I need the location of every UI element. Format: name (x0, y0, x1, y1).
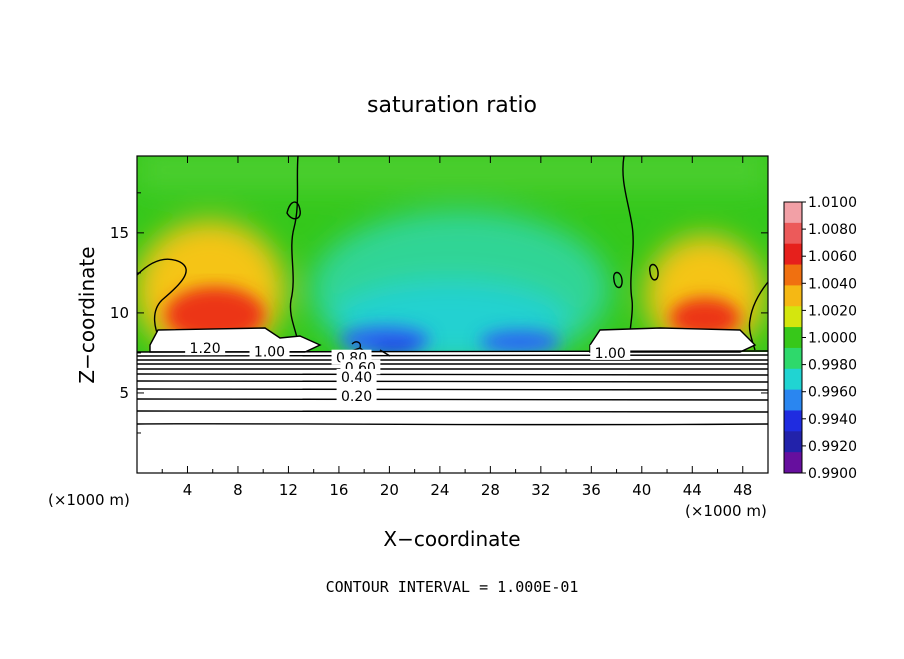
x-tick-label: 44 (683, 481, 702, 499)
contour-label: 0.20 (341, 389, 372, 405)
x-unit-label-right: (×1000 m) (685, 502, 767, 520)
x-tick-label: 36 (582, 481, 601, 499)
y-tick-label: 5 (119, 384, 129, 402)
colorbar-swatch (784, 265, 802, 286)
contour-label: 1.00 (595, 346, 626, 362)
colorbar-swatch (784, 202, 802, 223)
colorbar-swatch (784, 327, 802, 348)
x-axis-label: X−coordinate (383, 527, 520, 551)
contour-label: 1.20 (190, 341, 221, 357)
x-tick-label: 4 (183, 481, 193, 499)
colorbar-swatch (784, 390, 802, 411)
chart-title: saturation ratio (367, 93, 537, 118)
x-unit-label-left: (×1000 m) (48, 491, 130, 509)
contour-label: 1.00 (254, 344, 285, 360)
x-tick-label: 20 (380, 481, 399, 499)
colorbar-label: 0.9980 (808, 358, 857, 374)
x-tick-label: 16 (329, 481, 348, 499)
colorbar-label: 1.0060 (808, 249, 857, 265)
colorbar-label: 0.9900 (808, 466, 857, 482)
colorbar-label: 1.0000 (808, 331, 857, 347)
colorbar-swatch (784, 452, 802, 473)
colorbar-swatch (784, 410, 802, 431)
colorbar-swatch (784, 285, 802, 306)
colorbar-swatch (784, 431, 802, 452)
x-tick-label: 28 (481, 481, 500, 499)
contour-line-1 (137, 355, 768, 356)
contour-interval-note: CONTOUR INTERVAL = 1.000E-01 (326, 578, 579, 596)
colorbar-label: 0.9940 (808, 412, 857, 428)
colorbar-swatch (784, 244, 802, 265)
x-tick-label: 8 (233, 481, 243, 499)
x-tick-label: 32 (531, 481, 550, 499)
x-tick-label: 24 (430, 481, 449, 499)
colorbar-swatch (784, 369, 802, 390)
colorbar-label: 1.0020 (808, 303, 857, 319)
contour-line-top (137, 351, 768, 352)
colorbar-label: 0.9920 (808, 439, 857, 455)
x-tick-label: 40 (632, 481, 651, 499)
colorbar: 1.0100 1.0080 1.0060 1.0040 1.0020 1.0000 0.99… (784, 195, 857, 482)
colorbar-label: 0.9960 (808, 385, 857, 401)
colorbar-swatch (784, 306, 802, 327)
contour-label: 0.40 (341, 370, 372, 386)
colorbar-label: 1.0080 (808, 222, 857, 238)
y-tick-label: 15 (110, 224, 129, 242)
colorbar-label: 1.0040 (808, 276, 857, 292)
y-axis-label: Z−coordinate (75, 246, 99, 383)
x-tick-label: 48 (733, 481, 752, 499)
y-tick-label: 10 (110, 304, 129, 322)
colorbar-label: 1.0100 (808, 195, 857, 211)
colorbar-swatch (784, 348, 802, 369)
x-tick-label: 12 (279, 481, 298, 499)
colorbar-swatch (784, 223, 802, 244)
field-blue-b (480, 330, 560, 354)
